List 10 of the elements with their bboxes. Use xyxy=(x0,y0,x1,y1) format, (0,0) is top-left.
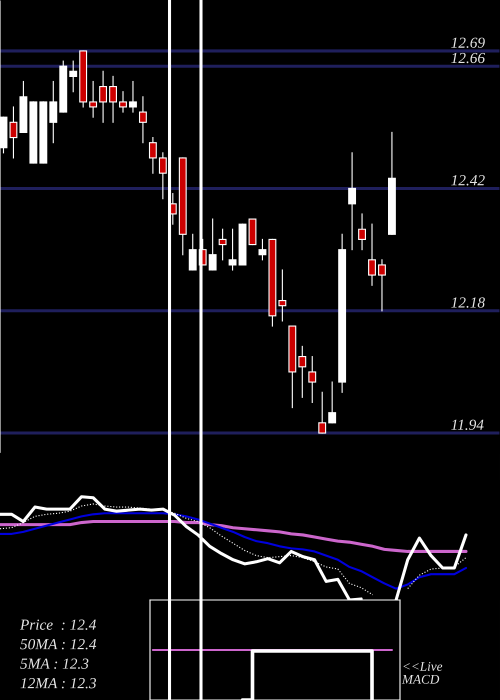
text: 12MA : 12.3 xyxy=(20,678,96,688)
text: <<Live MACD xyxy=(402,662,442,684)
text: Price : 12.4 xyxy=(20,620,96,630)
y-tick-label: 12.18 xyxy=(451,297,485,308)
y-tick-label: 11.94 xyxy=(451,420,484,430)
y-tick-label: 12.42 xyxy=(451,175,485,186)
text: 5MA : 12.3 xyxy=(20,658,88,669)
text: 50MA : 12.4 xyxy=(20,639,96,650)
y-tick-label: 12.66 xyxy=(451,52,485,64)
y-tick-label: 12.69 xyxy=(451,38,485,48)
